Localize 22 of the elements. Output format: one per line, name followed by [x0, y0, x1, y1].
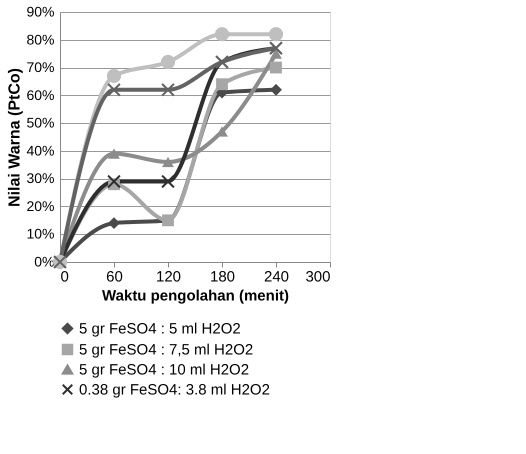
x-tick-label: 240: [264, 268, 290, 286]
legend-label: 5 gr FeSO4 : 7,5 ml H2O2: [79, 342, 254, 358]
y-tick-label: 40%: [26, 142, 54, 158]
y-tick-label: 80%: [26, 31, 54, 48]
legend-label: 5 gr FeSO4 : 5 ml H2O2: [79, 320, 241, 338]
y-tick-label: 70%: [26, 59, 54, 76]
x-axis-title: Waktu pengolahan (menit): [102, 288, 289, 304]
y-axis-title: Nilai Warna (PtCo): [6, 68, 24, 207]
y-tick-label: 50%: [26, 114, 54, 131]
legend-label: 0.38 gr FeSO4: 3.8 ml H2O2: [79, 382, 270, 398]
y-tick-label: 10%: [26, 226, 54, 242]
x-tick-label: 60: [106, 268, 123, 286]
x-tick-label: 120: [156, 268, 182, 286]
x-tick-label: 300: [305, 268, 330, 286]
legend-label: 5 gr FeSO4 : 10 ml H2O2: [79, 362, 250, 378]
y-tick-label: 60%: [26, 86, 54, 103]
y-tick-label: 30%: [26, 170, 54, 186]
y-tick-label: 90%: [26, 4, 54, 20]
y-tick-label: 20%: [26, 198, 54, 214]
x-tick-label: 180: [210, 268, 236, 286]
y-tick-label: 0%: [34, 254, 54, 270]
x-tick-label: 0: [60, 268, 69, 286]
